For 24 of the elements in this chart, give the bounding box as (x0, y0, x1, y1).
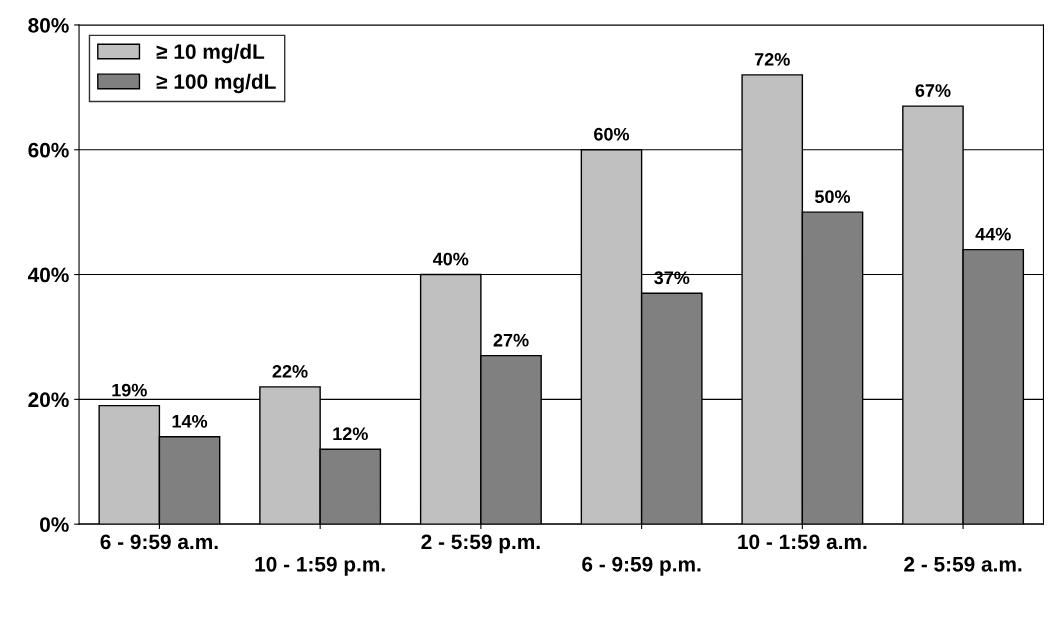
x-tick-label: 2 - 5:59 p.m. (421, 534, 540, 554)
data-label: 44% (975, 227, 1011, 241)
x-tick-label: 6 - 9:59 a.m. (100, 534, 218, 550)
data-label: 40% (432, 252, 469, 266)
data-label: 27% (493, 333, 529, 347)
data-label: 67% (915, 84, 951, 97)
data-label: 22% (272, 364, 308, 378)
data-label: 14% (172, 414, 208, 428)
data-label: 72% (754, 52, 790, 66)
x-tick-label: 10 - 1:59 a.m. (738, 534, 867, 550)
legend-label: ≥ 10 mg/dL (156, 43, 265, 64)
y-tick-label: 0% (40, 517, 69, 532)
data-label: 19% (112, 383, 147, 397)
y-tick-label: 80% (28, 17, 69, 33)
x-tick-label: 10 - 1:59 p.m. (255, 556, 385, 576)
y-tick-label: 40% (27, 267, 69, 283)
data-label: 50% (814, 190, 851, 204)
data-label: 12% (333, 427, 368, 441)
data-label: 60% (594, 127, 630, 141)
x-tick-label: 6 - 9:59 p.m. (582, 556, 701, 576)
y-tick-label: 60% (28, 142, 69, 158)
y-tick-label: 20% (28, 392, 69, 408)
legend-label: ≥ 100 mg/dL (156, 73, 276, 94)
x-tick-label: 2 - 5:59 a.m. (904, 556, 1022, 572)
